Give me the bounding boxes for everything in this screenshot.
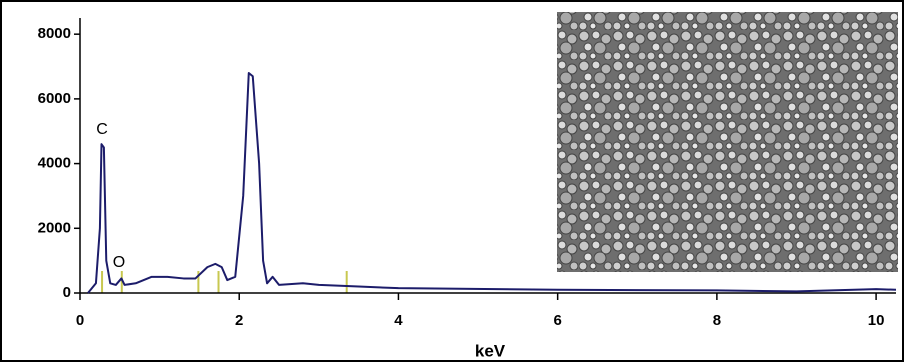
annotation: O bbox=[113, 254, 125, 271]
sem-inset bbox=[557, 12, 898, 272]
x-tick-label: 4 bbox=[394, 312, 403, 329]
x-tick-label: 10 bbox=[868, 312, 885, 329]
spectrum-line bbox=[87, 72, 897, 294]
y-tick-label: 0 bbox=[63, 284, 71, 301]
x-tick-label: 6 bbox=[553, 312, 561, 329]
y-tick-label: 4000 bbox=[38, 155, 71, 172]
x-tick-label: 0 bbox=[76, 312, 84, 329]
annotation: C bbox=[96, 121, 108, 138]
y-tick-label: 2000 bbox=[38, 219, 71, 236]
y-tick-label: 6000 bbox=[38, 90, 71, 107]
x-tick-label: 2 bbox=[235, 312, 243, 329]
x-tick-label: 8 bbox=[713, 312, 721, 329]
x-axis-label: keV bbox=[475, 341, 506, 360]
y-tick-label: 8000 bbox=[38, 25, 71, 42]
